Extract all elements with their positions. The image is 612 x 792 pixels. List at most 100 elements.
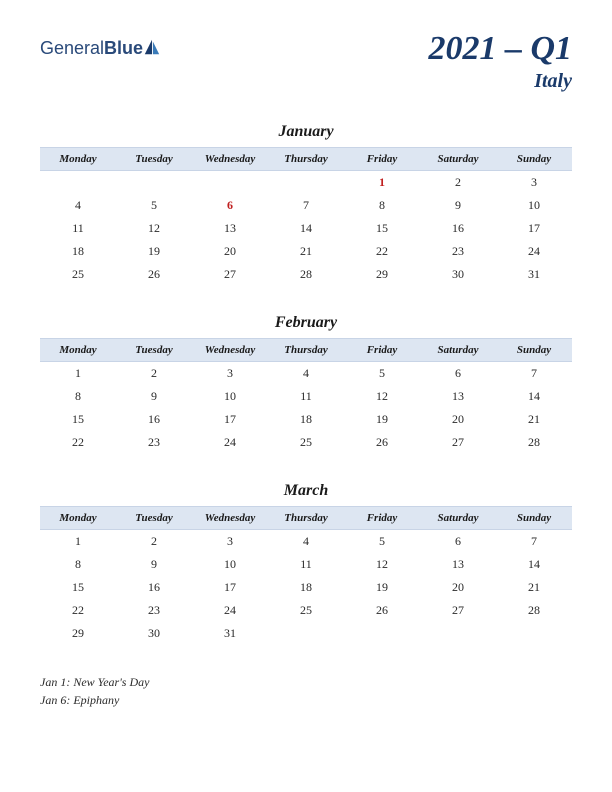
calendar-cell: 11 — [268, 553, 344, 576]
calendar-cell: 21 — [268, 240, 344, 263]
calendar-cell: 4 — [268, 530, 344, 554]
calendar-cell: 19 — [344, 576, 420, 599]
calendar-table: MondayTuesdayWednesdayThursdayFridaySatu… — [40, 147, 572, 286]
calendar-cell: 18 — [40, 240, 116, 263]
page-title: 2021 – Q1 — [428, 30, 572, 68]
day-header: Sunday — [496, 507, 572, 530]
calendar-cell: 8 — [344, 194, 420, 217]
day-header: Saturday — [420, 148, 496, 171]
calendar-cell: 15 — [40, 576, 116, 599]
calendar-cell: 23 — [116, 599, 192, 622]
calendar-cell: 12 — [344, 385, 420, 408]
calendar-cell: 9 — [116, 553, 192, 576]
calendar-cell: 27 — [420, 599, 496, 622]
calendar-cell: 30 — [420, 263, 496, 286]
calendar-cell: 22 — [40, 599, 116, 622]
calendar-cell: 18 — [268, 408, 344, 431]
calendar-cell: 24 — [496, 240, 572, 263]
page-subtitle: Italy — [428, 70, 572, 93]
months-container: JanuaryMondayTuesdayWednesdayThursdayFri… — [40, 123, 572, 645]
calendar-cell: 11 — [268, 385, 344, 408]
day-header: Thursday — [268, 507, 344, 530]
calendar-cell: 6 — [420, 362, 496, 386]
day-header: Wednesday — [192, 507, 268, 530]
day-header: Wednesday — [192, 339, 268, 362]
calendar-row: 18192021222324 — [40, 240, 572, 263]
month-block: JanuaryMondayTuesdayWednesdayThursdayFri… — [40, 123, 572, 286]
day-header: Sunday — [496, 339, 572, 362]
calendar-cell: 22 — [40, 431, 116, 454]
day-header: Tuesday — [116, 339, 192, 362]
calendar-cell — [496, 622, 572, 645]
calendar-cell: 28 — [496, 431, 572, 454]
month-name: February — [40, 314, 572, 332]
brand-logo: GeneralBlue — [40, 38, 161, 59]
calendar-cell: 4 — [40, 194, 116, 217]
calendar-cell: 26 — [344, 431, 420, 454]
calendar-row: 891011121314 — [40, 553, 572, 576]
calendar-cell: 14 — [268, 217, 344, 240]
calendar-cell: 3 — [192, 362, 268, 386]
calendar-cell: 12 — [344, 553, 420, 576]
calendar-cell: 5 — [344, 530, 420, 554]
holiday-entry: Jan 1: New Year's Day — [40, 673, 572, 691]
calendar-row: 891011121314 — [40, 385, 572, 408]
calendar-row: 22232425262728 — [40, 599, 572, 622]
calendar-row: 1234567 — [40, 530, 572, 554]
calendar-cell: 17 — [496, 217, 572, 240]
calendar-cell: 18 — [268, 576, 344, 599]
calendar-cell: 29 — [40, 622, 116, 645]
calendar-cell: 10 — [192, 553, 268, 576]
calendar-cell: 7 — [496, 530, 572, 554]
calendar-cell — [420, 622, 496, 645]
calendar-row: 123 — [40, 171, 572, 195]
calendar-cell: 13 — [420, 385, 496, 408]
month-name: March — [40, 482, 572, 500]
calendar-cell: 1 — [344, 171, 420, 195]
calendar-cell: 20 — [420, 408, 496, 431]
calendar-cell: 10 — [192, 385, 268, 408]
holiday-list: Jan 1: New Year's DayJan 6: Epiphany — [40, 673, 572, 709]
day-header: Monday — [40, 148, 116, 171]
calendar-cell: 2 — [420, 171, 496, 195]
day-header: Tuesday — [116, 507, 192, 530]
calendar-cell — [344, 622, 420, 645]
calendar-cell: 4 — [268, 362, 344, 386]
calendar-cell: 2 — [116, 530, 192, 554]
calendar-cell: 19 — [116, 240, 192, 263]
holiday-entry: Jan 6: Epiphany — [40, 691, 572, 709]
calendar-cell: 2 — [116, 362, 192, 386]
calendar-cell — [268, 171, 344, 195]
day-header: Monday — [40, 507, 116, 530]
calendar-cell: 23 — [420, 240, 496, 263]
calendar-cell: 14 — [496, 385, 572, 408]
day-header: Thursday — [268, 339, 344, 362]
calendar-cell: 20 — [420, 576, 496, 599]
calendar-cell: 6 — [192, 194, 268, 217]
calendar-row: 15161718192021 — [40, 576, 572, 599]
calendar-cell: 15 — [40, 408, 116, 431]
day-header: Monday — [40, 339, 116, 362]
day-header: Thursday — [268, 148, 344, 171]
brand-name: GeneralBlue — [40, 38, 143, 59]
calendar-cell: 22 — [344, 240, 420, 263]
calendar-cell: 7 — [268, 194, 344, 217]
calendar-cell: 25 — [268, 431, 344, 454]
calendar-table: MondayTuesdayWednesdayThursdayFridaySatu… — [40, 506, 572, 645]
title-block: 2021 – Q1 Italy — [428, 30, 572, 93]
day-header: Friday — [344, 148, 420, 171]
calendar-cell: 24 — [192, 599, 268, 622]
day-header: Wednesday — [192, 148, 268, 171]
calendar-cell: 6 — [420, 530, 496, 554]
calendar-cell: 25 — [40, 263, 116, 286]
calendar-cell: 21 — [496, 408, 572, 431]
day-header: Sunday — [496, 148, 572, 171]
calendar-cell: 13 — [420, 553, 496, 576]
day-header: Tuesday — [116, 148, 192, 171]
calendar-cell: 23 — [116, 431, 192, 454]
calendar-cell: 15 — [344, 217, 420, 240]
calendar-cell: 31 — [192, 622, 268, 645]
calendar-cell: 3 — [192, 530, 268, 554]
calendar-cell: 11 — [40, 217, 116, 240]
calendar-cell — [268, 622, 344, 645]
